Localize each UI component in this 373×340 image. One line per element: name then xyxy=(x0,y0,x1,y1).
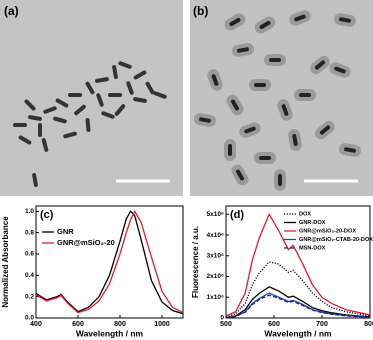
nanorod xyxy=(13,123,27,127)
x-tick-label: 1000 xyxy=(154,321,170,328)
nanorod xyxy=(145,81,155,95)
nanorod xyxy=(294,14,306,22)
nanorod xyxy=(319,125,331,135)
y-tick-label: 2x10⁶ xyxy=(207,273,224,280)
nanorod xyxy=(237,47,249,53)
nanorod xyxy=(32,173,38,187)
nanorod xyxy=(254,83,266,87)
nanorod xyxy=(101,111,115,119)
nanorod xyxy=(43,106,57,114)
legend-label: GNR@mSiO₂-20 xyxy=(57,238,115,247)
legend-label: GNR@mSiO₂-20-DOX xyxy=(299,228,356,234)
nanorod xyxy=(229,18,241,26)
nanorod xyxy=(55,98,69,108)
panel-label: (a) xyxy=(4,4,19,18)
y-tick-label: 4x10⁶ xyxy=(207,232,224,239)
nanorod xyxy=(244,126,256,134)
nanorod xyxy=(269,58,281,62)
x-tick-label: 800 xyxy=(364,321,373,328)
y-tick-label: 0.0 xyxy=(25,315,34,322)
nanorod xyxy=(96,93,104,107)
series-line xyxy=(225,212,371,317)
series-line xyxy=(225,286,371,319)
y-tick-label: 0.4 xyxy=(25,272,34,279)
nanorod xyxy=(68,93,82,97)
nanorods-a xyxy=(13,61,167,187)
x-axis-label: Wavelength / nm xyxy=(264,328,332,338)
legend-label: MSN-DOX xyxy=(299,245,326,251)
y-tick-label: 0.8 xyxy=(25,229,34,236)
series-line xyxy=(35,209,184,314)
panel-label: (d) xyxy=(230,209,244,221)
x-tick-label: 400 xyxy=(30,321,42,328)
nanorod xyxy=(199,117,211,123)
y-tick-label: 0.6 xyxy=(25,251,34,258)
x-axis-label: Wavelength / nm xyxy=(76,328,144,338)
x-tick-label: 600 xyxy=(268,321,280,328)
nanorod xyxy=(24,99,36,111)
nanorod xyxy=(18,135,32,145)
legend-label: GNR@mSiO₂-CTAB-20-DOX xyxy=(299,237,373,243)
nanorod xyxy=(28,115,42,121)
panel-label: (c) xyxy=(40,209,54,221)
nanorod xyxy=(85,118,91,132)
x-tick-label: 800 xyxy=(114,321,126,328)
nanorod xyxy=(126,81,134,95)
tem-image-b xyxy=(190,0,373,196)
nanorod xyxy=(133,97,147,103)
x-tick-label: 600 xyxy=(72,321,84,328)
x-tick-label: 700 xyxy=(316,321,328,328)
y-tick-label: 0 xyxy=(220,315,224,322)
y-tick-label: 3x10⁶ xyxy=(207,252,224,259)
plot-frame xyxy=(35,205,184,319)
nanorod xyxy=(259,21,271,29)
nanorod xyxy=(41,138,49,152)
y-axis-label: Normalized Absorbance xyxy=(1,216,10,308)
nanorod xyxy=(53,116,67,124)
nanorod xyxy=(153,91,167,99)
legend-label: DOX xyxy=(299,211,311,217)
legend-label: GNR-DOX xyxy=(299,220,326,226)
nanorod xyxy=(133,70,147,80)
nanorod xyxy=(95,77,109,83)
nanorod xyxy=(74,104,86,116)
nanorod xyxy=(281,104,289,116)
nanorod xyxy=(314,60,326,70)
nanorod xyxy=(236,169,244,181)
nanorod xyxy=(299,93,311,97)
nanorod xyxy=(344,147,356,153)
tem-image-a xyxy=(0,0,183,196)
nanorod xyxy=(292,134,298,146)
nanorods-b xyxy=(194,10,361,191)
nanorod xyxy=(231,99,239,111)
nanorod xyxy=(108,93,122,97)
y-axis-label: Fluorescence / a.u. xyxy=(191,226,200,298)
y-tick-label: 0.2 xyxy=(25,293,34,300)
panel-label: (b) xyxy=(193,4,208,18)
nanorod xyxy=(63,131,77,139)
nanorod xyxy=(38,123,42,137)
nanorod xyxy=(114,104,126,116)
y-tick-label: 1x10⁶ xyxy=(207,294,224,301)
nanorod xyxy=(85,81,95,95)
nanorod xyxy=(211,74,219,86)
plot-frame xyxy=(225,205,371,319)
series-line xyxy=(225,261,371,318)
nanorod xyxy=(112,65,118,79)
nanorod xyxy=(339,17,351,23)
nanorod xyxy=(278,174,282,186)
y-tick-label: 1.0 xyxy=(25,208,34,215)
legend-label: GNR xyxy=(57,227,74,236)
nanorod xyxy=(228,144,232,156)
nanorod xyxy=(118,61,132,69)
y-tick-label: 5x10⁶ xyxy=(207,211,224,218)
x-tick-label: 500 xyxy=(220,321,232,328)
nanorod xyxy=(259,156,271,160)
series-line xyxy=(35,210,184,315)
nanorod xyxy=(334,66,346,74)
